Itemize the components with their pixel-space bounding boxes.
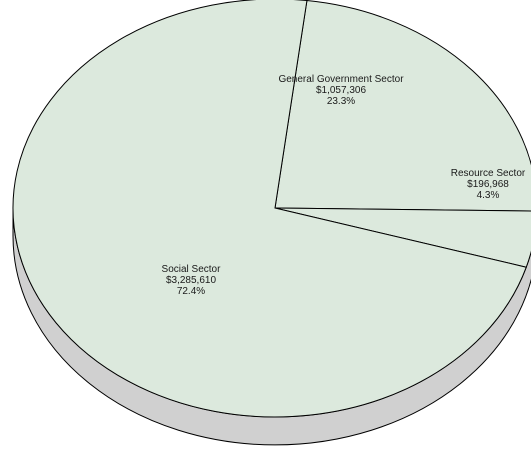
pie-data-label-value: $196,968	[467, 179, 509, 190]
pie-data-label-percent: 72.4%	[177, 286, 205, 297]
pie-slice-general-government-sector	[274, 0, 531, 212]
pie-data-label-percent: 23.3%	[327, 96, 355, 107]
pie-label-layer: General Government Sector$1,057,30623.3%…	[162, 74, 526, 297]
pie-data-label-value: $1,057,306	[316, 85, 366, 96]
pie-data-label-value: $3,285,610	[166, 275, 216, 286]
pie-slice-social-sector	[12, 0, 527, 418]
pie-data-label-label: General Government Sector	[278, 74, 404, 85]
pie-data-label-label: Social Sector	[162, 264, 222, 275]
pie-data-label-percent: 4.3%	[477, 190, 500, 201]
pie-data-label-label: Resource Sector	[451, 168, 526, 179]
pie-slice-layer	[12, 0, 531, 418]
